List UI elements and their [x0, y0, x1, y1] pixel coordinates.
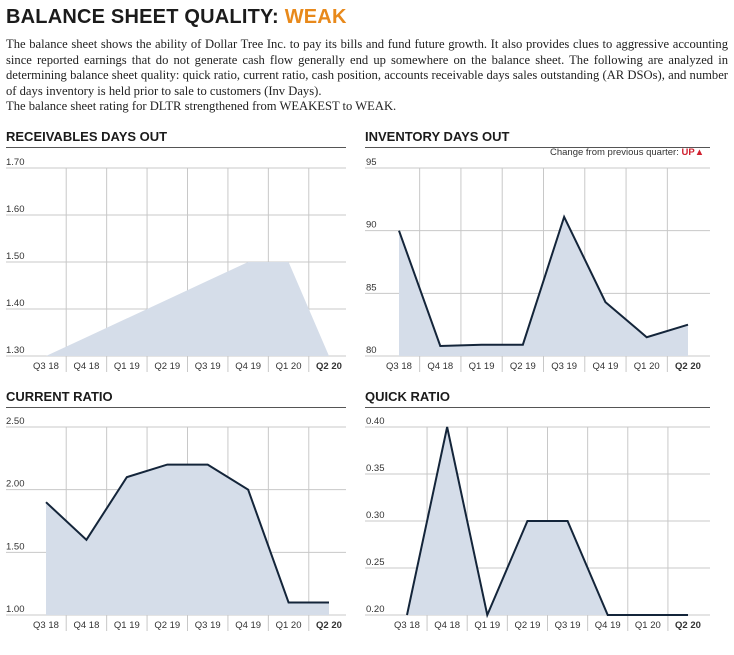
inventory-x-tick-label: Q4 18	[427, 361, 453, 372]
quick-y-tick-label: 0.35	[366, 463, 385, 474]
receivables-x-tick-label: Q2 20	[316, 361, 342, 372]
quick-y-tick-label: 0.40	[366, 416, 385, 427]
inventory-x-tick-label: Q3 18	[386, 361, 412, 372]
receivables-y-tick-label: 1.60	[6, 204, 25, 215]
panel-title-current: CURRENT RATIO	[6, 389, 113, 404]
receivables-area	[46, 262, 329, 356]
receivables-x-tick-label: Q3 18	[33, 361, 59, 372]
quick-y-tick-label: 0.25	[366, 557, 385, 568]
panel-title-quick: QUICK RATIO	[365, 389, 450, 404]
current-x-tick-label: Q4 18	[73, 620, 99, 631]
receivables-x-tick-label: Q2 19	[154, 361, 180, 372]
change-value: UP	[681, 147, 695, 158]
rating-change-note: The balance sheet rating for DLTR streng…	[6, 99, 397, 113]
inventory-x-tick-label: Q2 20	[675, 361, 701, 372]
current-area	[46, 464, 329, 615]
receivables-x-tick-label: Q3 19	[195, 361, 221, 372]
inventory-y-tick-label: 90	[366, 220, 377, 231]
inventory-x-tick-label: Q4 19	[592, 361, 618, 372]
inventory-x-tick-label: Q3 19	[551, 361, 577, 372]
quick-x-tick-label: Q1 20	[635, 620, 661, 631]
quick-x-tick-label: Q2 20	[675, 620, 701, 631]
current-y-tick-label: 1.00	[6, 604, 25, 615]
panel-title-inventory: INVENTORY DAYS OUT	[365, 129, 510, 144]
receivables-y-tick-label: 1.30	[6, 345, 25, 356]
current-y-tick-label: 1.50	[6, 541, 25, 552]
quick-x-tick-label: Q2 19	[514, 620, 540, 631]
receivables-y-tick-label: 1.70	[6, 157, 25, 168]
current-x-tick-label: Q1 19	[114, 620, 140, 631]
inventory-y-tick-label: 85	[366, 282, 377, 293]
current-x-tick-label: Q3 18	[33, 620, 59, 631]
receivables-x-tick-label: Q1 20	[276, 361, 302, 372]
quick-x-tick-label: Q3 18	[394, 620, 420, 631]
change-label: Change from previous quarter:	[550, 147, 682, 158]
receivables-y-tick-label: 1.50	[6, 251, 25, 262]
receivables-y-tick-label: 1.40	[6, 298, 25, 309]
quick-y-tick-label: 0.20	[366, 604, 385, 615]
receivables-x-tick-label: Q4 19	[235, 361, 261, 372]
quick-y-tick-label: 0.30	[366, 510, 385, 521]
panel-rule-receivables	[6, 147, 346, 148]
inventory-x-tick-label: Q1 19	[469, 361, 495, 372]
up-arrow-icon: ▲	[694, 147, 705, 158]
panel-rule-quick	[365, 407, 710, 408]
inventory-x-tick-label: Q2 19	[510, 361, 536, 372]
quick-x-tick-label: Q4 18	[434, 620, 460, 631]
intro-paragraph: The balance sheet shows the ability of D…	[6, 37, 728, 98]
current-x-tick-label: Q2 19	[154, 620, 180, 631]
panel-rule-current	[6, 407, 346, 408]
current-x-tick-label: Q3 19	[195, 620, 221, 631]
panel-title-receivables: RECEIVABLES DAYS OUT	[6, 129, 168, 144]
quick-x-tick-label: Q4 19	[595, 620, 621, 631]
quick-x-tick-label: Q1 19	[474, 620, 500, 631]
inventory-area	[399, 216, 688, 356]
panel-rule-inventory	[365, 147, 710, 148]
current-series-line	[45, 463, 329, 604]
change-from-previous-quarter: Change from previous quarter: UP▲	[550, 147, 704, 158]
current-y-tick-label: 2.00	[6, 479, 25, 490]
inventory-series-line	[398, 214, 689, 347]
quick-series-line	[406, 426, 688, 619]
current-x-tick-label: Q2 20	[316, 620, 342, 631]
receivables-x-tick-label: Q1 19	[114, 361, 140, 372]
current-y-tick-label: 2.50	[6, 416, 25, 427]
inventory-x-tick-label: Q1 20	[634, 361, 660, 372]
inventory-y-tick-label: 95	[366, 157, 377, 168]
inventory-y-tick-label: 80	[366, 345, 377, 356]
rating-label: WEAK	[284, 6, 347, 28]
receivables-x-tick-label: Q4 18	[73, 361, 99, 372]
quick-x-tick-label: Q3 19	[555, 620, 581, 631]
title-prefix: BALANCE SHEET QUALITY:	[6, 6, 285, 28]
current-x-tick-label: Q4 19	[235, 620, 261, 631]
current-x-tick-label: Q1 20	[276, 620, 302, 631]
page-title: BALANCE SHEET QUALITY: WEAK	[6, 6, 347, 29]
